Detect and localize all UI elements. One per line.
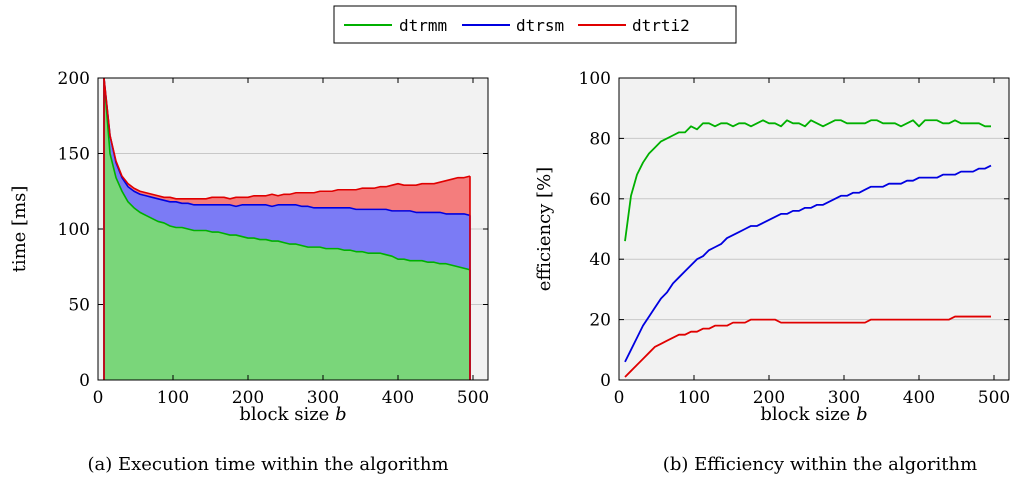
y-tick-label-a-0: 0 [79, 371, 90, 391]
x-tick-label-b-1: 100 [678, 388, 710, 408]
caption-b: (b) Efficiency within the algorithm [663, 454, 977, 475]
y-tick-label-a-2: 100 [58, 220, 90, 240]
x-tick-label-a-5: 500 [457, 388, 489, 408]
panel-efficiency: 0 100 200 300 400 500 0 20 40 60 80 100 block size… [534, 69, 1010, 475]
x-tick-label-a-3: 300 [307, 388, 339, 408]
y-axis-label-a: time [ms] [9, 186, 30, 273]
x-ticks-a: 0 100 200 300 400 500 [93, 78, 489, 408]
legend: dtrmm dtrsm dtrti2 [333, 5, 737, 44]
grid-b [619, 137, 1009, 321]
x-tick-label-a-4: 400 [382, 388, 414, 408]
legend-label-dtrmm: dtrmm [399, 16, 447, 35]
y-ticks-b: 0 20 40 60 80 100 [579, 69, 1009, 391]
y-tick-label-b-0: 0 [600, 371, 611, 391]
line-dtrsm-a [103, 77, 471, 217]
y-ticks-a: 0 50 100 150 200 [58, 69, 488, 391]
lines-a [103, 77, 471, 380]
x-axis-label-b: block size b [760, 404, 867, 425]
y-tick-label-b-2: 40 [589, 250, 611, 270]
y-tick-label-b-4: 80 [589, 129, 611, 149]
y-tick-label-a-1: 50 [68, 296, 90, 316]
line-dtrti2-a [103, 77, 471, 200]
plot-area-b [619, 78, 1009, 380]
line-dtrti2-b [624, 315, 991, 378]
y-tick-label-b-3: 60 [589, 190, 611, 210]
x-tick-label-b-0: 0 [614, 388, 625, 408]
panel-execution-time: 0 100 200 300 400 500 0 50 100 150 200 block size… [9, 69, 489, 475]
x-tick-label-b-2: 200 [753, 388, 785, 408]
x-tick-label-a-0: 0 [93, 388, 104, 408]
y-tick-label-b-5: 100 [579, 69, 611, 89]
legend-label-dtrsm: dtrsm [516, 16, 564, 35]
x-tick-label-a-2: 200 [232, 388, 264, 408]
y-tick-label-a-4: 200 [58, 69, 90, 89]
line-dtrmm-a [103, 77, 471, 271]
x-ticks-b: 0 100 200 300 400 500 [614, 78, 1010, 408]
line-dtrmm-b [624, 119, 991, 242]
area-dtrmm [104, 78, 470, 380]
caption-a: (a) Execution time within the algorithm [87, 454, 448, 475]
areas-a [104, 78, 470, 380]
x-tick-label-b-3: 300 [828, 388, 860, 408]
legend-box [333, 5, 737, 44]
plot-frame-b [618, 77, 1010, 381]
line-dtrsm-b [624, 164, 992, 363]
lines-b [624, 119, 992, 378]
x-tick-label-b-4: 400 [903, 388, 935, 408]
legend-label-dtrti2: dtrti2 [632, 16, 690, 35]
y-axis-label-b: efficiency [%] [534, 167, 555, 291]
x-tick-label-a-1: 100 [157, 388, 189, 408]
x-tick-label-b-5: 500 [978, 388, 1010, 408]
y-tick-label-b-1: 20 [589, 311, 611, 331]
x-axis-label-a: block size b [239, 404, 346, 425]
y-tick-label-a-3: 150 [58, 145, 90, 165]
